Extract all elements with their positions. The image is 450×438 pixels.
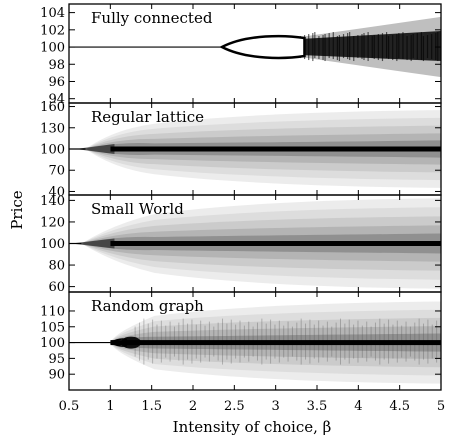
x-tick-label: 1.5 — [141, 399, 162, 414]
x-tick-label: 4 — [354, 399, 362, 414]
y-tick-label: 140 — [40, 194, 65, 209]
panel-title: Small World — [91, 200, 184, 218]
y-tick-label: 102 — [40, 23, 65, 38]
x-tick-label: 1 — [106, 399, 114, 414]
panel-title: Regular lattice — [91, 108, 204, 126]
y-tick-label: 80 — [48, 259, 65, 274]
y-axis-label: Price — [8, 190, 26, 229]
y-tick-label: 100 — [40, 237, 65, 252]
x-tick-label: 2.5 — [224, 399, 245, 414]
x-tick-label: 0.5 — [59, 399, 80, 414]
y-tick-label: 160 — [40, 100, 65, 115]
density-region — [69, 301, 441, 384]
y-tick-label: 100 — [40, 336, 65, 351]
y-tick-label: 100 — [40, 143, 65, 158]
y-tick-label: 100 — [40, 41, 65, 56]
x-tick-label: 4.5 — [389, 399, 410, 414]
fixed-point-band — [110, 241, 441, 246]
chaotic-core — [300, 31, 441, 62]
y-tick-label: 105 — [40, 320, 65, 335]
panel-3: 60 80 100 120 140 Small World — [40, 194, 442, 295]
y-tick-label: 104 — [40, 6, 65, 21]
y-tick-label: 96 — [48, 75, 65, 90]
y-tick-label: 94 — [48, 92, 65, 107]
panel-title: Fully connected — [91, 9, 213, 27]
density-region — [69, 110, 441, 188]
y-tick-label: 40 — [48, 185, 65, 200]
panel-2: 40 70 100 130 160 Regular lattice — [40, 100, 442, 200]
y-tick-label: 98 — [48, 58, 65, 73]
bifurcation-branches — [219, 34, 306, 60]
x-tick-label: 3.5 — [307, 399, 328, 414]
y-tick-label: 120 — [40, 215, 65, 230]
y-tick-label: 110 — [40, 304, 65, 319]
density-region — [69, 16, 441, 78]
y-tick-label: 95 — [48, 352, 65, 367]
y-tick-label: 90 — [48, 368, 65, 383]
density-region — [69, 198, 441, 289]
x-tick-label: 3 — [272, 399, 280, 414]
x-tick-label: 5 — [437, 399, 445, 414]
panel-frame — [68, 291, 442, 391]
fixed-point-band — [110, 146, 441, 152]
panel-1: 94 96 98 100 102 104 Fully connected — [40, 3, 442, 107]
panel-title: Random graph — [91, 297, 204, 315]
y-tick-label: 130 — [40, 121, 65, 136]
y-tick-label: 70 — [48, 164, 65, 179]
y-tick-label: 60 — [48, 280, 65, 295]
x-axis-label: Intensity of choice, β — [173, 418, 332, 436]
fixed-point-band — [110, 340, 441, 346]
x-tick-label: 2 — [189, 399, 197, 414]
